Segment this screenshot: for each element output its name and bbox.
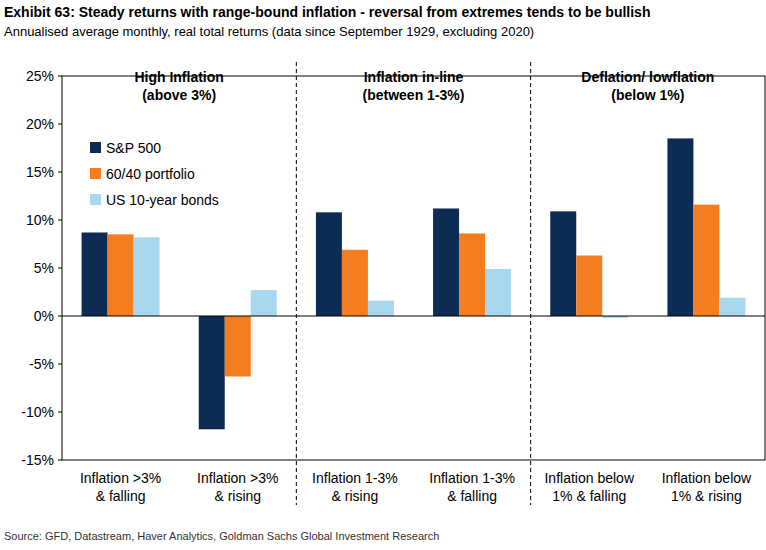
bar xyxy=(368,301,394,316)
group-label: Deflation/ lowflation (below 1%) xyxy=(581,69,714,103)
y-tick xyxy=(58,316,62,317)
group-label: Inflation in-line (between 1-3%) xyxy=(363,69,465,103)
text-line: & falling xyxy=(447,488,497,504)
y-tick xyxy=(58,412,62,413)
bar xyxy=(550,211,576,316)
x-tick-label: Inflation below 1% & falling xyxy=(544,470,634,504)
bar xyxy=(576,256,602,316)
text-line: (below 1%) xyxy=(611,87,684,103)
chart: Exhibit 63: Steady returns with range-bo… xyxy=(0,0,766,550)
text-line: 1% & rising xyxy=(671,488,742,504)
bar xyxy=(693,205,719,316)
x-tick-label: Inflation 1-3% & rising xyxy=(312,470,398,504)
legend-label: S&P 500 xyxy=(106,140,161,156)
bar xyxy=(316,212,342,316)
text-line: (above 3%) xyxy=(142,87,216,103)
bar xyxy=(134,237,160,316)
subtitle: Annualised average monthly, real total r… xyxy=(4,24,534,39)
y-tick xyxy=(58,220,62,221)
y-tick xyxy=(58,364,62,365)
y-tick-label: 0% xyxy=(34,308,54,324)
group-label: High Inflation (above 3%) xyxy=(134,69,223,103)
bar xyxy=(485,269,511,316)
text-line: 1% & falling xyxy=(552,488,626,504)
y-tick xyxy=(58,172,62,173)
x-tick-label: Inflation 1-3% & falling xyxy=(429,470,515,504)
legend-swatch xyxy=(90,194,101,205)
y-tick-label: 20% xyxy=(26,116,54,132)
legend-label: 60/40 portfolio xyxy=(106,166,195,182)
text-line: High Inflation xyxy=(134,69,223,85)
text-line: Inflation 1-3% xyxy=(312,470,398,486)
y-tick xyxy=(58,460,62,461)
y-tick-label: -10% xyxy=(21,404,54,420)
legend-label: US 10-year bonds xyxy=(106,192,219,208)
bar xyxy=(251,290,277,316)
text-line: & falling xyxy=(96,488,146,504)
bar xyxy=(459,233,485,316)
bar xyxy=(433,208,459,316)
text-line: & rising xyxy=(332,488,379,504)
page: {"chart_data": { "type": "bar", "title":… xyxy=(0,0,766,550)
bars xyxy=(82,138,746,429)
y-tick xyxy=(58,76,62,77)
zero-line xyxy=(62,316,765,317)
text-line: Inflation below xyxy=(544,470,634,486)
group-divider xyxy=(296,62,297,505)
text-line: & rising xyxy=(214,488,261,504)
text-line: Deflation/ lowflation xyxy=(581,69,714,85)
bar xyxy=(82,232,108,316)
source: Source: GFD, Datastream, Haver Analytics… xyxy=(4,530,439,542)
title: Exhibit 63: Steady returns with range-bo… xyxy=(4,4,650,20)
bar xyxy=(342,250,368,316)
text-line: Inflation >3% xyxy=(197,470,278,486)
y-tick-label: 10% xyxy=(26,212,54,228)
text-line: Inflation >3% xyxy=(80,470,161,486)
y-tick xyxy=(58,268,62,269)
y-tick-label: 25% xyxy=(26,68,54,84)
y-tick-label: -5% xyxy=(29,356,54,372)
x-tick-label: Inflation below 1% & rising xyxy=(662,470,752,504)
bar xyxy=(667,138,693,316)
y-tick xyxy=(58,124,62,125)
bar xyxy=(719,298,745,316)
x-tick-label: Inflation >3% & rising xyxy=(197,470,278,504)
legend-swatch xyxy=(90,168,101,179)
x-tick-label: Inflation >3% & falling xyxy=(80,470,161,504)
text-line: (between 1-3%) xyxy=(363,87,465,103)
y-tick-label: 15% xyxy=(26,164,54,180)
y-tick-label: 5% xyxy=(34,260,54,276)
text-line: Inflation 1-3% xyxy=(429,470,515,486)
legend-swatch xyxy=(90,142,101,153)
bar xyxy=(225,316,251,376)
plot-frame xyxy=(62,76,765,460)
bar xyxy=(199,316,225,429)
bar xyxy=(108,234,134,316)
group-divider xyxy=(530,62,531,505)
y-tick-label: -15% xyxy=(21,452,54,468)
text-line: Inflation in-line xyxy=(364,69,464,85)
text-line: Inflation below xyxy=(662,470,752,486)
